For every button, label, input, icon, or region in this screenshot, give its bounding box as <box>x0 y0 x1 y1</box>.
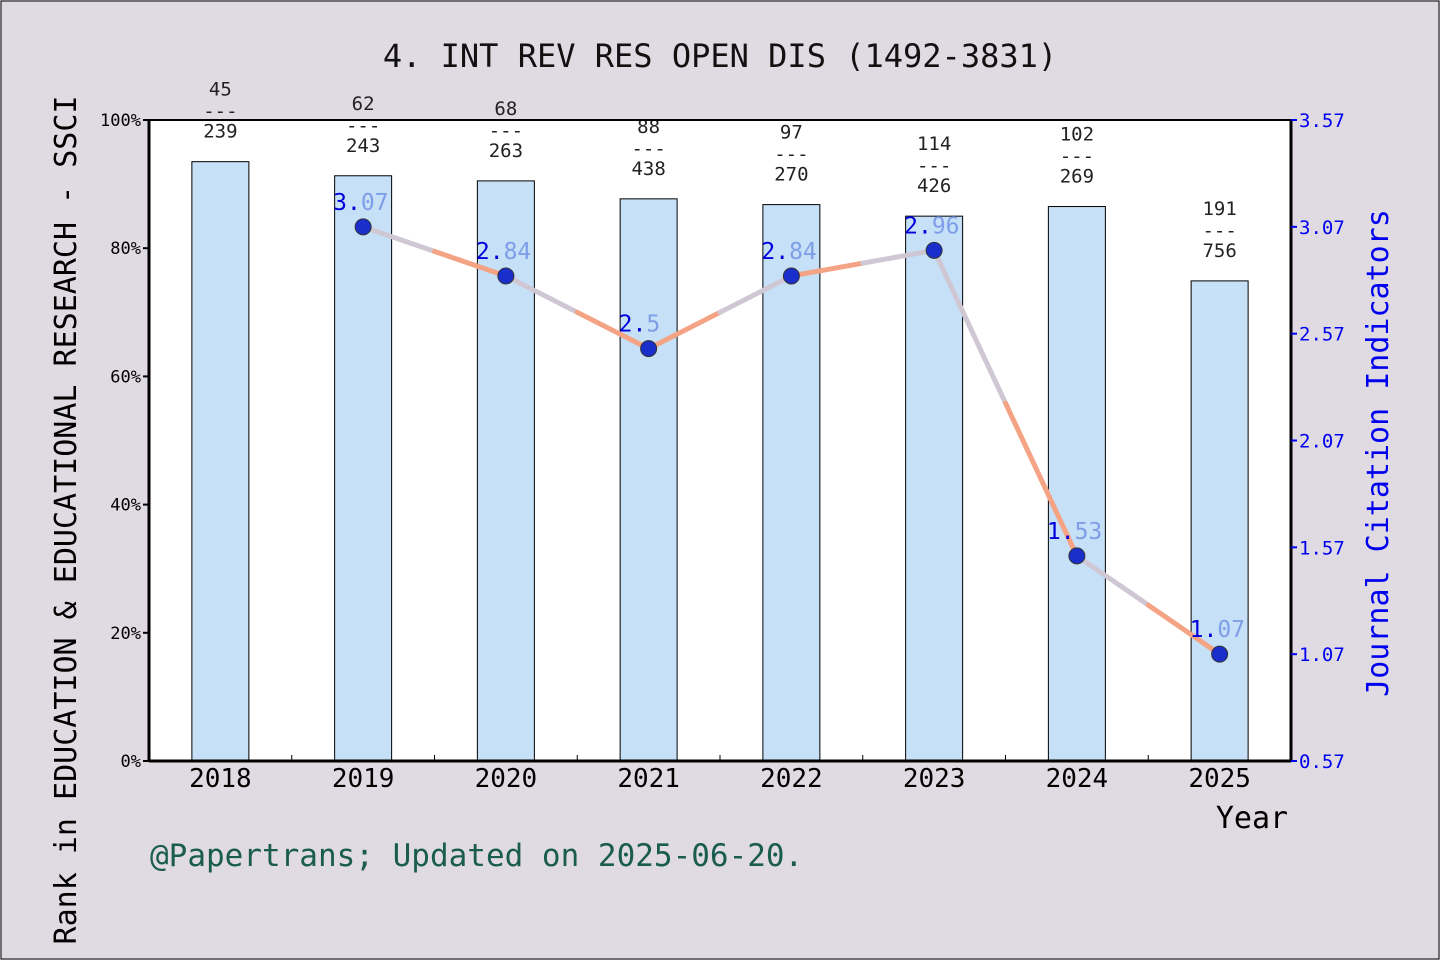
bar-2022 <box>762 204 821 762</box>
jci-point-2021 <box>640 340 658 358</box>
jci-segment-2020-a <box>503 273 580 315</box>
y-right-tick-label: 3.57 <box>1299 110 1345 132</box>
x-tick-label-2019: 2019 <box>332 764 395 794</box>
bar-2021 <box>619 198 678 762</box>
bar-rank-label-2025: 191 <box>1202 198 1236 220</box>
jci-point-2022 <box>782 267 800 285</box>
jci-segment-2019-a <box>360 224 437 254</box>
y-right-tick-label: 2.57 <box>1299 324 1345 346</box>
x-tick-label-2018: 2018 <box>189 764 252 794</box>
y-right-tick-label: 1.57 <box>1299 537 1345 559</box>
jci-segment-2023-b <box>1003 400 1080 559</box>
jci-point-2019 <box>354 218 372 236</box>
bar-rank-separator-2023: --- <box>917 155 951 177</box>
jci-segment-2019-b <box>432 248 509 279</box>
y-right-tick-label: 2.07 <box>1299 431 1345 453</box>
jci-segment-2022-a <box>788 260 866 279</box>
y-right-tick-label: 1.07 <box>1299 644 1345 666</box>
jci-segment-2020-b <box>574 309 652 352</box>
bar-2025 <box>1190 280 1249 762</box>
bar-total-label-2024: 269 <box>1060 166 1094 188</box>
bar-total-label-2022: 270 <box>774 164 808 186</box>
jci-point-2025 <box>1211 645 1229 663</box>
x-axis-label: Year <box>1216 801 1288 836</box>
bar-rank-label-2019: 62 <box>352 93 375 115</box>
bar-2019 <box>334 175 393 762</box>
jci-value-label-2021: 2.5 <box>619 312 661 338</box>
jci-segment-2024-b <box>1145 602 1223 657</box>
y-right-tick-label: 0.57 <box>1299 751 1345 773</box>
jci-value-label-2023: 2.96 <box>904 213 959 239</box>
x-tick-label-2022: 2022 <box>760 764 823 794</box>
bar-rank-label-2021: 88 <box>637 116 660 138</box>
x-tick-label-2021: 2021 <box>617 764 680 794</box>
y-axis-left-label: Rank in EDUCATION & EDUCATIONAL RESEARCH… <box>49 96 84 945</box>
bar-total-label-2019: 243 <box>346 135 380 157</box>
bar-rank-separator-2020: --- <box>489 120 523 142</box>
bar-rank-label-2023: 114 <box>917 133 951 155</box>
bar-rank-label-2018: 45 <box>209 79 232 101</box>
x-tick-label-2020: 2020 <box>475 764 538 794</box>
y-right-tick-label: 3.07 <box>1299 217 1345 239</box>
bar-total-label-2025: 756 <box>1202 240 1236 262</box>
bar-total-label-2021: 438 <box>631 158 665 180</box>
jci-point-2023 <box>925 241 943 259</box>
chart-title: 4. INT REV RES OPEN DIS (1492-3831) <box>383 37 1057 75</box>
bar-rank-separator-2024: --- <box>1060 146 1094 168</box>
jci-point-2024 <box>1068 547 1086 565</box>
y-left-tick-label: 0% <box>121 752 141 772</box>
bar-rank-label-2022: 97 <box>780 122 803 144</box>
y-left-tick-label: 40% <box>110 496 141 516</box>
bar-rank-separator-2019: --- <box>346 115 380 137</box>
jci-segment-2024-a <box>1074 553 1151 608</box>
jci-value-label-2025: 1.07 <box>1190 617 1245 643</box>
jci-value-label-2019: 3.07 <box>333 190 388 216</box>
y-left-tick-label: 100% <box>100 111 141 131</box>
footer-credit: @Papertrans; Updated on 2025-06-20. <box>150 838 803 874</box>
bar-total-label-2023: 426 <box>917 175 951 197</box>
y-left-tick-label: 20% <box>110 624 141 644</box>
jci-segment-2021-b <box>717 273 794 315</box>
jci-value-label-2022: 2.84 <box>761 239 816 265</box>
y-left-tick-label: 60% <box>110 367 141 387</box>
bar-total-label-2020: 263 <box>489 140 523 162</box>
y-axis-right-label: Journal Citation Indicators <box>1361 209 1396 697</box>
x-tick-label-2024: 2024 <box>1046 764 1109 794</box>
bar-rank-separator-2022: --- <box>774 144 808 166</box>
bar-2023 <box>905 215 964 762</box>
jci-point-2020 <box>497 267 515 285</box>
bar-2018 <box>191 161 250 762</box>
jci-segment-2023-a <box>931 247 1008 406</box>
jci-value-label-2024: 1.53 <box>1047 519 1102 545</box>
bar-2024 <box>1047 206 1106 762</box>
bar-rank-label-2024: 102 <box>1060 124 1094 146</box>
jci-segment-2022-b <box>860 247 937 266</box>
x-tick-label-2023: 2023 <box>903 764 966 794</box>
jci-segment-2021-a <box>646 309 723 352</box>
plot-area <box>149 120 1291 761</box>
y-left-tick-label: 80% <box>110 239 141 259</box>
bar-rank-separator-2025: --- <box>1202 220 1236 242</box>
jci-value-label-2020: 2.84 <box>476 239 531 265</box>
bar-rank-label-2020: 68 <box>494 98 517 120</box>
bar-rank-separator-2021: --- <box>631 138 665 160</box>
x-tick-label-2025: 2025 <box>1188 764 1251 794</box>
bar-total-label-2018: 239 <box>203 121 237 143</box>
bar-rank-separator-2018: --- <box>203 101 237 123</box>
